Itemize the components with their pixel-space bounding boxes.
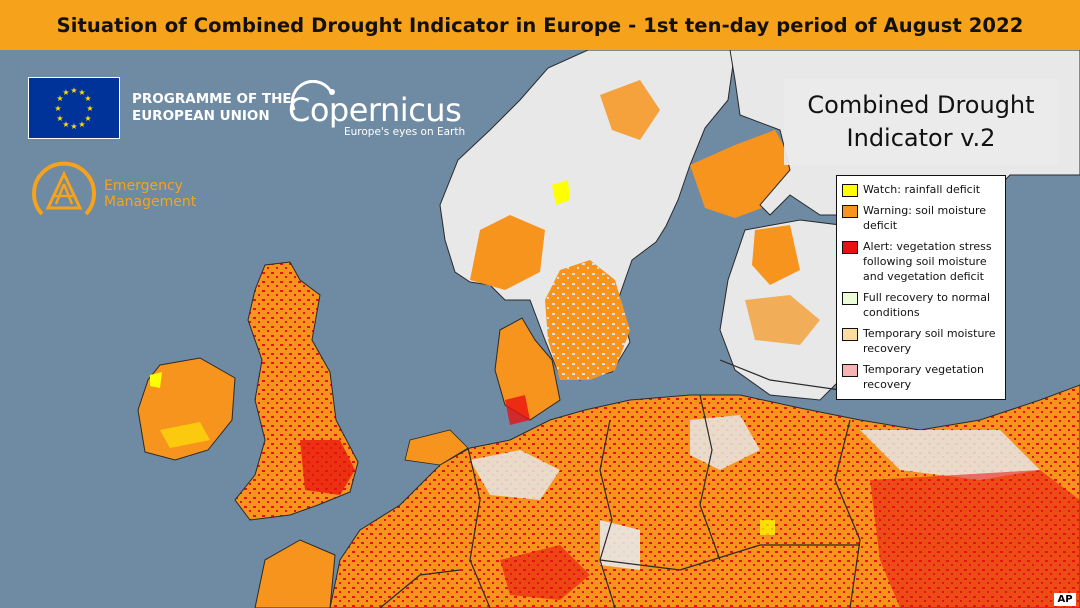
svg-text:★: ★ — [70, 86, 77, 95]
legend-swatch-warning — [842, 205, 858, 218]
ap-credit: AP — [1054, 593, 1076, 606]
legend-swatch-watch — [842, 184, 858, 197]
svg-text:★: ★ — [62, 88, 69, 97]
denmark — [494, 317, 561, 425]
legend-swatch-soil-recovery — [842, 328, 858, 341]
map-title: Situation of Combined Drought Indicator … — [56, 13, 1024, 37]
legend-item-soil-recovery: Temporary soil moisture recovery — [842, 326, 999, 356]
svg-text:★: ★ — [56, 114, 63, 123]
legend-item-warning: Warning: soil moisture deficit — [842, 203, 999, 233]
copernicus-arc-icon — [290, 80, 335, 111]
copernicus-tagline: Europe's eyes on Earth — [344, 126, 466, 138]
copernicus-logo: Copernicus Europe's eyes on Earth — [288, 80, 465, 138]
eu-programme-logo: ★ ★ ★ ★ ★ ★ ★ ★ ★ ★ ★ ★ PROGRAMME OF THE… — [28, 77, 292, 139]
eu-flag-icon: ★ ★ ★ ★ ★ ★ ★ ★ ★ ★ ★ ★ — [28, 77, 120, 139]
eu-programme-line1: PROGRAMME OF THE — [132, 91, 292, 107]
svg-text:★: ★ — [78, 120, 85, 129]
svg-text:★: ★ — [56, 94, 63, 103]
svg-text:★: ★ — [84, 94, 91, 103]
svg-text:★: ★ — [62, 120, 69, 129]
copernicus-wordmark: Copernicus — [288, 91, 462, 129]
legend-label-vegetation-recovery: Temporary vegetation recovery — [863, 363, 984, 391]
legend-swatch-vegetation-recovery — [842, 364, 858, 377]
britain — [234, 261, 359, 521]
legend-item-full-recovery: Full recovery to normal conditions — [842, 290, 999, 320]
map-legend: Watch: rainfall deficit Warning: soil mo… — [836, 175, 1006, 400]
legend-label-warning: Warning: soil moisture deficit — [863, 204, 987, 232]
legend-label-full-recovery: Full recovery to normal conditions — [863, 291, 991, 319]
svg-text:★: ★ — [84, 114, 91, 123]
legend-item-watch: Watch: rainfall deficit — [842, 182, 999, 197]
legend-item-vegetation-recovery: Temporary vegetation recovery — [842, 362, 999, 392]
eu-stars-icon: ★ ★ ★ ★ ★ ★ ★ ★ ★ ★ ★ ★ — [54, 86, 93, 131]
svg-text:★: ★ — [86, 104, 93, 113]
eu-programme-line2: EUROPEAN UNION — [132, 108, 270, 124]
baltics-and-east — [719, 219, 841, 401]
legend-label-soil-recovery: Temporary soil moisture recovery — [863, 327, 996, 355]
legend-label-alert: Alert: vegetation stress following soil … — [863, 240, 992, 283]
svg-text:★: ★ — [70, 122, 77, 131]
legend-item-alert: Alert: vegetation stress following soil … — [842, 239, 999, 284]
em-line2: Management — [104, 194, 197, 210]
continent — [254, 384, 1080, 608]
indicator-title-box: Combined Drought Indicator v.2 — [784, 79, 1058, 165]
ireland — [137, 357, 236, 461]
legend-swatch-full-recovery — [842, 292, 858, 305]
indicator-title: Combined Drought Indicator v.2 — [807, 91, 1035, 152]
svg-text:★: ★ — [78, 88, 85, 97]
emergency-management-logo: Emergency Management — [28, 158, 196, 230]
svg-text:★: ★ — [54, 104, 61, 113]
country-borders — [379, 359, 861, 608]
legend-label-watch: Watch: rainfall deficit — [863, 183, 981, 196]
em-line1: Emergency — [104, 178, 183, 194]
title-banner: Situation of Combined Drought Indicator … — [0, 0, 1080, 50]
legend-swatch-alert — [842, 241, 858, 254]
emergency-management-icon — [32, 161, 96, 216]
